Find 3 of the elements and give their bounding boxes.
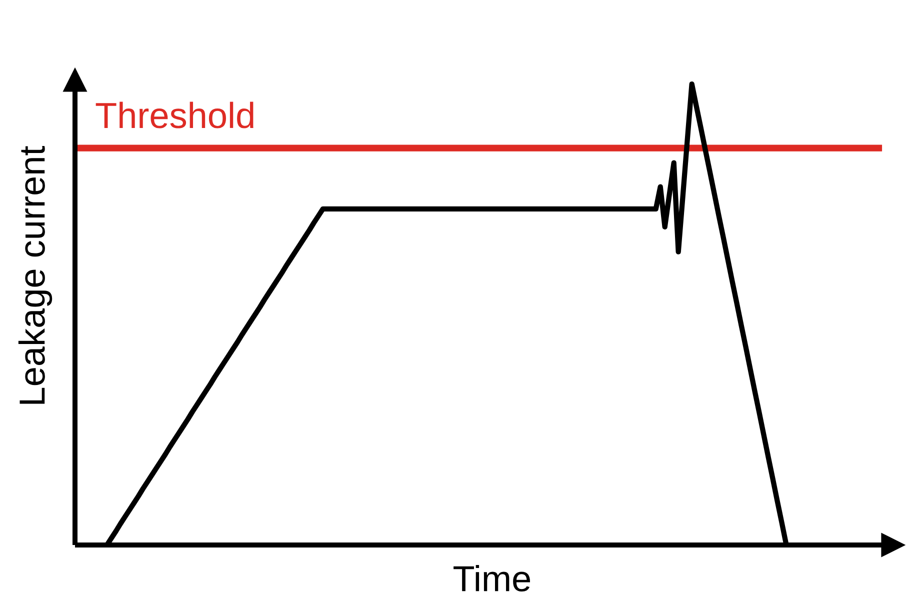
ref-line-label: Threshold <box>96 102 254 128</box>
x-axis-title: Time <box>454 564 530 592</box>
y-axis-title: Leakage current <box>18 146 52 404</box>
